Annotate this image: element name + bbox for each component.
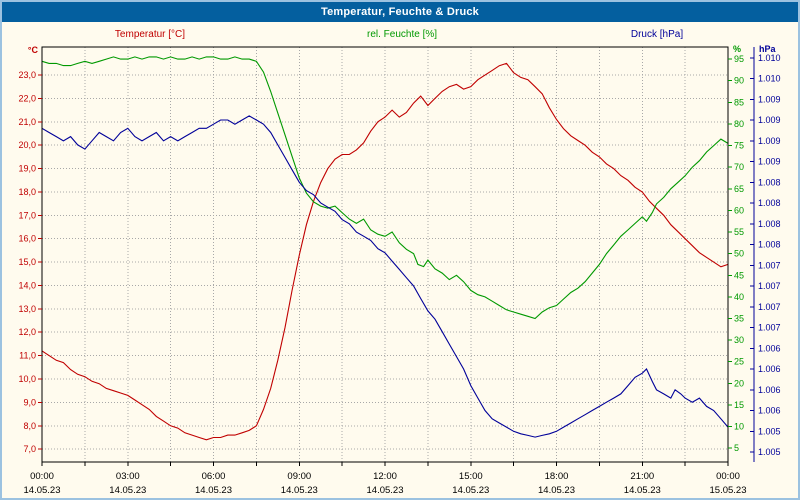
humidity-tick-label: 30	[734, 335, 744, 345]
pressure-tick-label: 1.010	[758, 74, 781, 84]
pressure-tick-label: 1.008	[758, 177, 781, 187]
pressure-axis: 1.010 1.010 1.009 1.009 1.009 1.009 1.008 1.008…	[750, 47, 781, 462]
temperature-tick-label: 13,0	[18, 304, 36, 314]
pressure-tick-label: 1.009	[758, 136, 781, 146]
humidity-tick-label: 65	[734, 184, 744, 194]
humidity-tick-label: 95	[734, 54, 744, 64]
temperature-tick-label: 10,0	[18, 374, 36, 384]
humidity-tick-label: 10	[734, 422, 744, 432]
humidity-tick-label: 5	[734, 443, 739, 453]
pressure-tick-label: 1.009	[758, 115, 781, 125]
humidity-tick-label: 60	[734, 205, 744, 215]
humidity-tick-label: 75	[734, 141, 744, 151]
humidity-axis-title: rel. Feuchte [%]	[367, 29, 437, 40]
humidity-tick-label: 15	[734, 400, 744, 410]
temperature-series-line	[41, 62, 729, 441]
pressure-tick-label: 1.007	[758, 302, 781, 312]
pressure-tick-label: 1.006	[758, 385, 781, 395]
time-axis: 00:00 14.05.23 03:00 14.05.23 06:00 14.05.23 0…	[24, 462, 747, 496]
temperature-axis: 23,0 22,0 21,0 20,0 19,0 18,0 17,0 16,0 15,0 14,0…	[18, 70, 42, 454]
date-label: 14.05.23	[281, 485, 318, 496]
temperature-tick-label: 21,0	[18, 117, 36, 127]
gridlines	[42, 47, 728, 462]
date-label: 14.05.23	[195, 485, 232, 496]
time-label: 00:00	[30, 471, 54, 482]
pressure-tick-label: 1.009	[758, 94, 781, 104]
temperature-tick-label: 19,0	[18, 164, 36, 174]
temperature-tick-label: 8,0	[23, 421, 36, 431]
time-label: 03:00	[116, 471, 140, 482]
temperature-tick-label: 12,0	[18, 327, 36, 337]
time-label: 09:00	[287, 471, 311, 482]
date-label: 14.05.23	[109, 485, 146, 496]
humidity-tick-label: 40	[734, 292, 744, 302]
pressure-tick-label: 1.007	[758, 323, 781, 333]
pressure-tick-label: 1.009	[758, 157, 781, 167]
time-label: 15:00	[459, 471, 483, 482]
time-label: 06:00	[202, 471, 226, 482]
pressure-tick-label: 1.005	[758, 426, 781, 436]
window-title: Temperatur, Feuchte & Druck	[320, 6, 479, 18]
temperature-tick-label: 15,0	[18, 257, 36, 267]
pressure-tick-label: 1.006	[758, 343, 781, 353]
date-label: 14.05.23	[624, 485, 661, 496]
pressure-series-line	[41, 115, 729, 438]
pressure-unit-label: hPa	[759, 44, 777, 54]
humidity-tick-label: 25	[734, 357, 744, 367]
humidity-tick-label: 20	[734, 378, 744, 388]
plot-area: 23,0 22,0 21,0 20,0 19,0 18,0 17,0 16,0 15,0 14,0…	[18, 46, 781, 496]
pressure-tick-label: 1.008	[758, 219, 781, 229]
pressure-tick-label: 1.007	[758, 281, 781, 291]
date-label: 14.05.23	[24, 485, 61, 496]
humidity-unit-label: %	[733, 44, 741, 54]
pressure-tick-label: 1.006	[758, 364, 781, 374]
humidity-tick-label: 85	[734, 97, 744, 107]
date-label: 14.05.23	[452, 485, 489, 496]
pressure-tick-label: 1.007	[758, 260, 781, 270]
temperature-tick-label: 22,0	[18, 93, 36, 103]
pressure-axis-title: Druck [hPa]	[631, 29, 683, 40]
temperature-tick-label: 23,0	[18, 70, 36, 80]
pressure-tick-label: 1.010	[758, 53, 781, 63]
pressure-tick-label: 1.006	[758, 406, 781, 416]
temperature-unit-label: °C	[28, 45, 39, 55]
temperature-tick-label: 18,0	[18, 187, 36, 197]
temperature-tick-label: 9,0	[23, 397, 36, 407]
pressure-tick-label: 1.008	[758, 198, 781, 208]
time-label: 21:00	[630, 471, 654, 482]
temperature-tick-label: 17,0	[18, 210, 36, 220]
temperature-tick-label: 11,0	[19, 351, 36, 361]
humidity-series-line	[41, 56, 729, 320]
humidity-tick-label: 90	[734, 76, 744, 86]
time-label: 18:00	[545, 471, 569, 482]
pressure-tick-label: 1.008	[758, 240, 781, 250]
temperature-tick-label: 16,0	[18, 234, 36, 244]
time-label: 00:00	[716, 471, 740, 482]
temperature-axis-title: Temperatur [°C]	[115, 29, 185, 40]
temperature-tick-label: 7,0	[23, 444, 36, 454]
humidity-axis: 95 90 85 80 75 70 65 60 55 50 45 40 35 30 25 20 15 10 5	[728, 54, 744, 453]
humidity-tick-label: 55	[734, 227, 744, 237]
pressure-tick-label: 1.005	[758, 447, 781, 457]
date-label: 15.05.23	[710, 485, 747, 496]
humidity-tick-label: 80	[734, 119, 744, 129]
temperature-tick-label: 14,0	[18, 281, 36, 291]
temperature-tick-label: 20,0	[18, 140, 36, 150]
humidity-tick-label: 35	[734, 314, 744, 324]
window-title-bar: Temperatur, Feuchte & Druck	[2, 2, 798, 22]
humidity-tick-label: 70	[734, 162, 744, 172]
date-label: 14.05.23	[538, 485, 575, 496]
time-label: 12:00	[373, 471, 397, 482]
humidity-tick-label: 45	[734, 270, 744, 280]
date-label: 14.05.23	[367, 485, 404, 496]
humidity-tick-label: 50	[734, 249, 744, 259]
